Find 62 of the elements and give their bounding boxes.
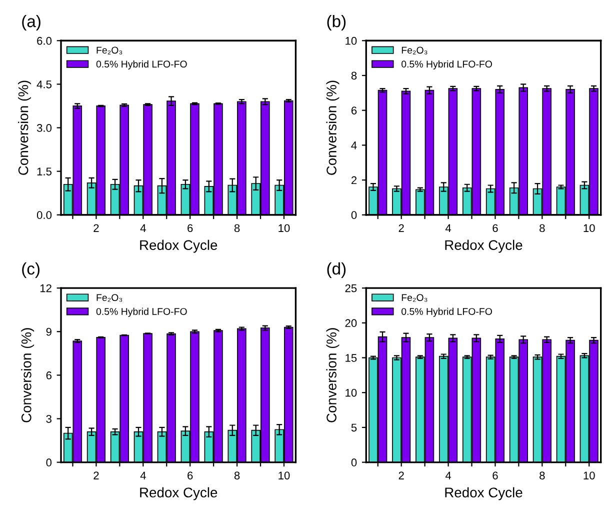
y-axis-title: Conversion (%) [21, 328, 34, 422]
legend-label: 0.5% Hybrid LFO-FO [96, 60, 187, 70]
y-tick-label: 15 [346, 354, 357, 362]
legend-label: Fe₂O₃ [402, 294, 428, 302]
x-axis-title: Redox Cycle [445, 487, 522, 500]
y-tick-label: 5 [351, 424, 357, 432]
x-tick-label: 4 [445, 472, 452, 480]
y-tick-label: 10 [346, 36, 357, 45]
x-axis-title: Redox Cycle [140, 240, 218, 253]
y-axis-title: Conversion (%) [326, 328, 340, 422]
x-tick-label: 4 [445, 224, 452, 232]
chart-title: (a) [22, 15, 40, 31]
legend-label: Fe₂O₃ [96, 46, 122, 54]
x-tick-label: 10 [584, 472, 595, 480]
x-tick-label: 8 [540, 224, 545, 232]
y-tick-label: 6 [46, 371, 52, 380]
x-axis-title: Redox Cycle [445, 240, 522, 253]
legend-label: Fe₂O₃ [96, 294, 122, 302]
y-tick-label: 9 [46, 328, 52, 336]
y-tick-label: 1.5 [37, 168, 52, 176]
x-tick-label: 6 [492, 224, 498, 232]
y-tick-label: 12 [40, 284, 52, 292]
x-tick-label: 10 [278, 472, 290, 480]
y-tick-label: 4 [351, 142, 357, 150]
x-tick-label: 2 [94, 224, 99, 232]
x-tick-label: 10 [584, 224, 595, 232]
x-tick-label: 10 [278, 224, 290, 232]
chart-title: (b) [327, 15, 346, 31]
y-tick-label: 0 [46, 458, 52, 466]
x-tick-label: 4 [140, 224, 146, 232]
x-axis-title: Redox Cycle [140, 487, 218, 500]
x-tick-label: 2 [94, 472, 99, 480]
y-tick-label: 8 [351, 72, 357, 80]
chart-title: (c) [22, 262, 40, 278]
legend-label: 0.5% Hybrid LFO-FO [96, 308, 187, 317]
y-tick-label: 10 [346, 388, 357, 397]
x-tick-label: 2 [398, 224, 404, 232]
chart-title: (d) [327, 262, 346, 278]
y-tick-label: 25 [345, 284, 357, 292]
y-axis-title: Conversion (%) [326, 80, 340, 175]
y-tick-label: 4.5 [36, 80, 52, 88]
legend-label: Fe₂O₃ [402, 46, 428, 54]
legend-label: 0.5% Hybrid LFO-FO [402, 60, 492, 70]
y-tick-label: 3.0 [36, 124, 52, 132]
y-tick-label: 3 [46, 414, 52, 423]
legend-label: 0.5% Hybrid LFO-FO [402, 308, 492, 317]
y-tick-label: 0 [351, 458, 357, 466]
y-tick-label: 0 [351, 211, 357, 220]
y-tick-label: 6.0 [37, 36, 52, 45]
x-tick-label: 8 [234, 224, 240, 232]
x-tick-label: 8 [540, 472, 545, 480]
y-axis-title: Conversion (%) [18, 80, 31, 175]
x-tick-label: 6 [188, 224, 193, 232]
y-tick-label: 0.0 [36, 211, 52, 220]
y-tick-label: 2 [351, 176, 357, 184]
y-tick-label: 20 [345, 319, 357, 328]
y-tick-label: 6 [351, 106, 357, 114]
x-tick-label: 4 [140, 472, 146, 480]
x-tick-label: 6 [492, 472, 498, 480]
x-tick-label: 8 [234, 472, 240, 480]
x-tick-label: 2 [398, 472, 404, 480]
x-tick-label: 6 [188, 472, 193, 480]
